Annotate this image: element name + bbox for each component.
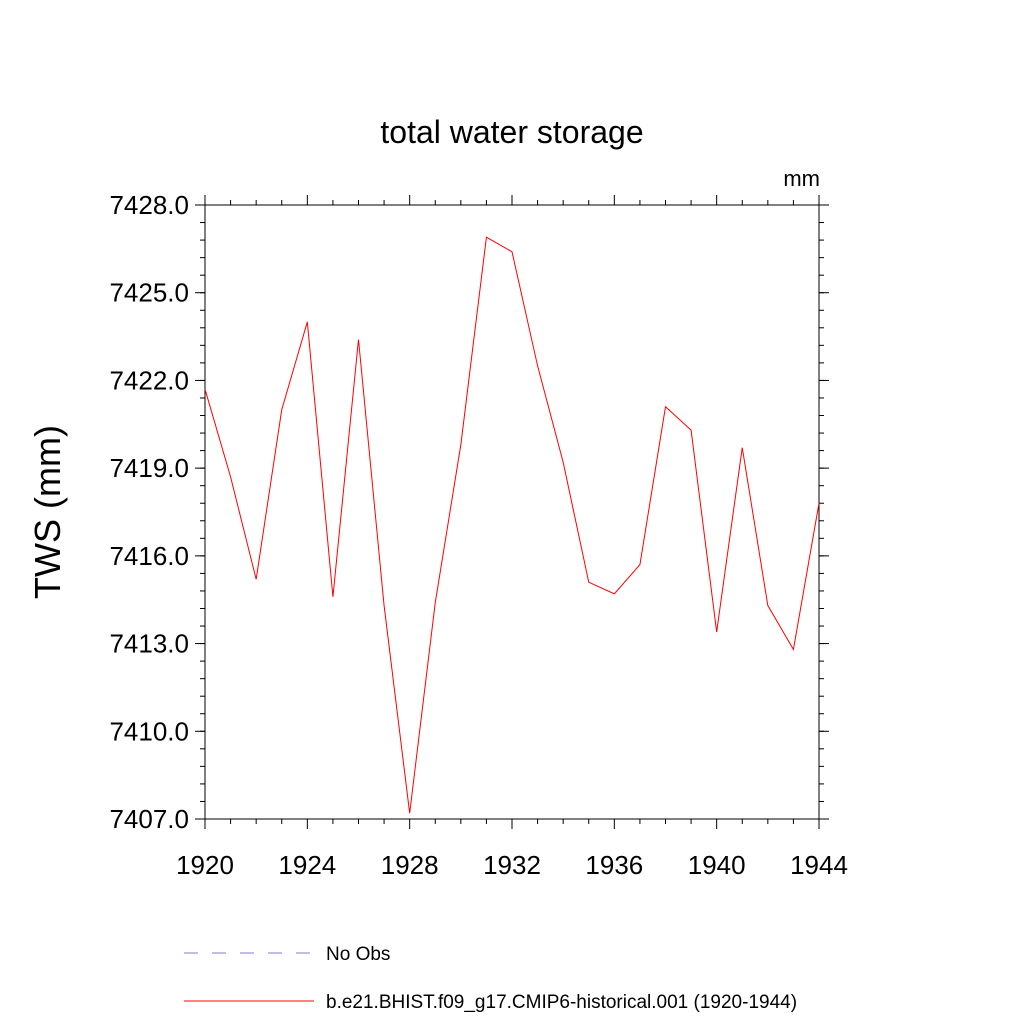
x-tick-label: 1924 bbox=[278, 850, 336, 880]
y-tick-label: 7419.0 bbox=[109, 453, 189, 483]
legend-label: b.e21.BHIST.f09_g17.CMIP6-historical.001… bbox=[326, 992, 797, 1013]
legend: No Obs b.e21.BHIST.f09_g17.CMIP6-historic… bbox=[184, 944, 797, 1013]
y-tick-label: 7422.0 bbox=[109, 365, 189, 395]
y-tick-label: 7413.0 bbox=[109, 629, 189, 659]
chart-title: total water storage bbox=[380, 114, 643, 150]
y-tick-label: 7428.0 bbox=[109, 190, 189, 220]
y-tick-label: 7416.0 bbox=[109, 541, 189, 571]
x-tick-label: 1920 bbox=[176, 850, 234, 880]
x-tick-label: 1936 bbox=[585, 850, 643, 880]
y-axis-ticks: 7407.0 7410.0 7413.0 7416.0 7419.0 7422.0 7425… bbox=[109, 190, 829, 834]
y-tick-label: 7407.0 bbox=[109, 804, 189, 834]
x-axis-ticks: 1920 1924 1928 1932 1936 1940 1944 bbox=[176, 195, 848, 880]
x-tick-label: 1944 bbox=[790, 850, 848, 880]
legend-label: No Obs bbox=[326, 944, 390, 965]
x-tick-label: 1932 bbox=[483, 850, 541, 880]
y-tick-label: 7410.0 bbox=[109, 716, 189, 746]
series-line bbox=[204, 236, 820, 814]
series-layer bbox=[204, 236, 820, 814]
y-tick-label: 7425.0 bbox=[109, 278, 189, 308]
units-label: mm bbox=[783, 166, 820, 191]
plot-frame bbox=[204, 204, 820, 820]
x-tick-label: 1940 bbox=[688, 850, 746, 880]
x-tick-label: 1928 bbox=[381, 850, 439, 880]
y-axis-label: TWS (mm) bbox=[27, 425, 68, 599]
